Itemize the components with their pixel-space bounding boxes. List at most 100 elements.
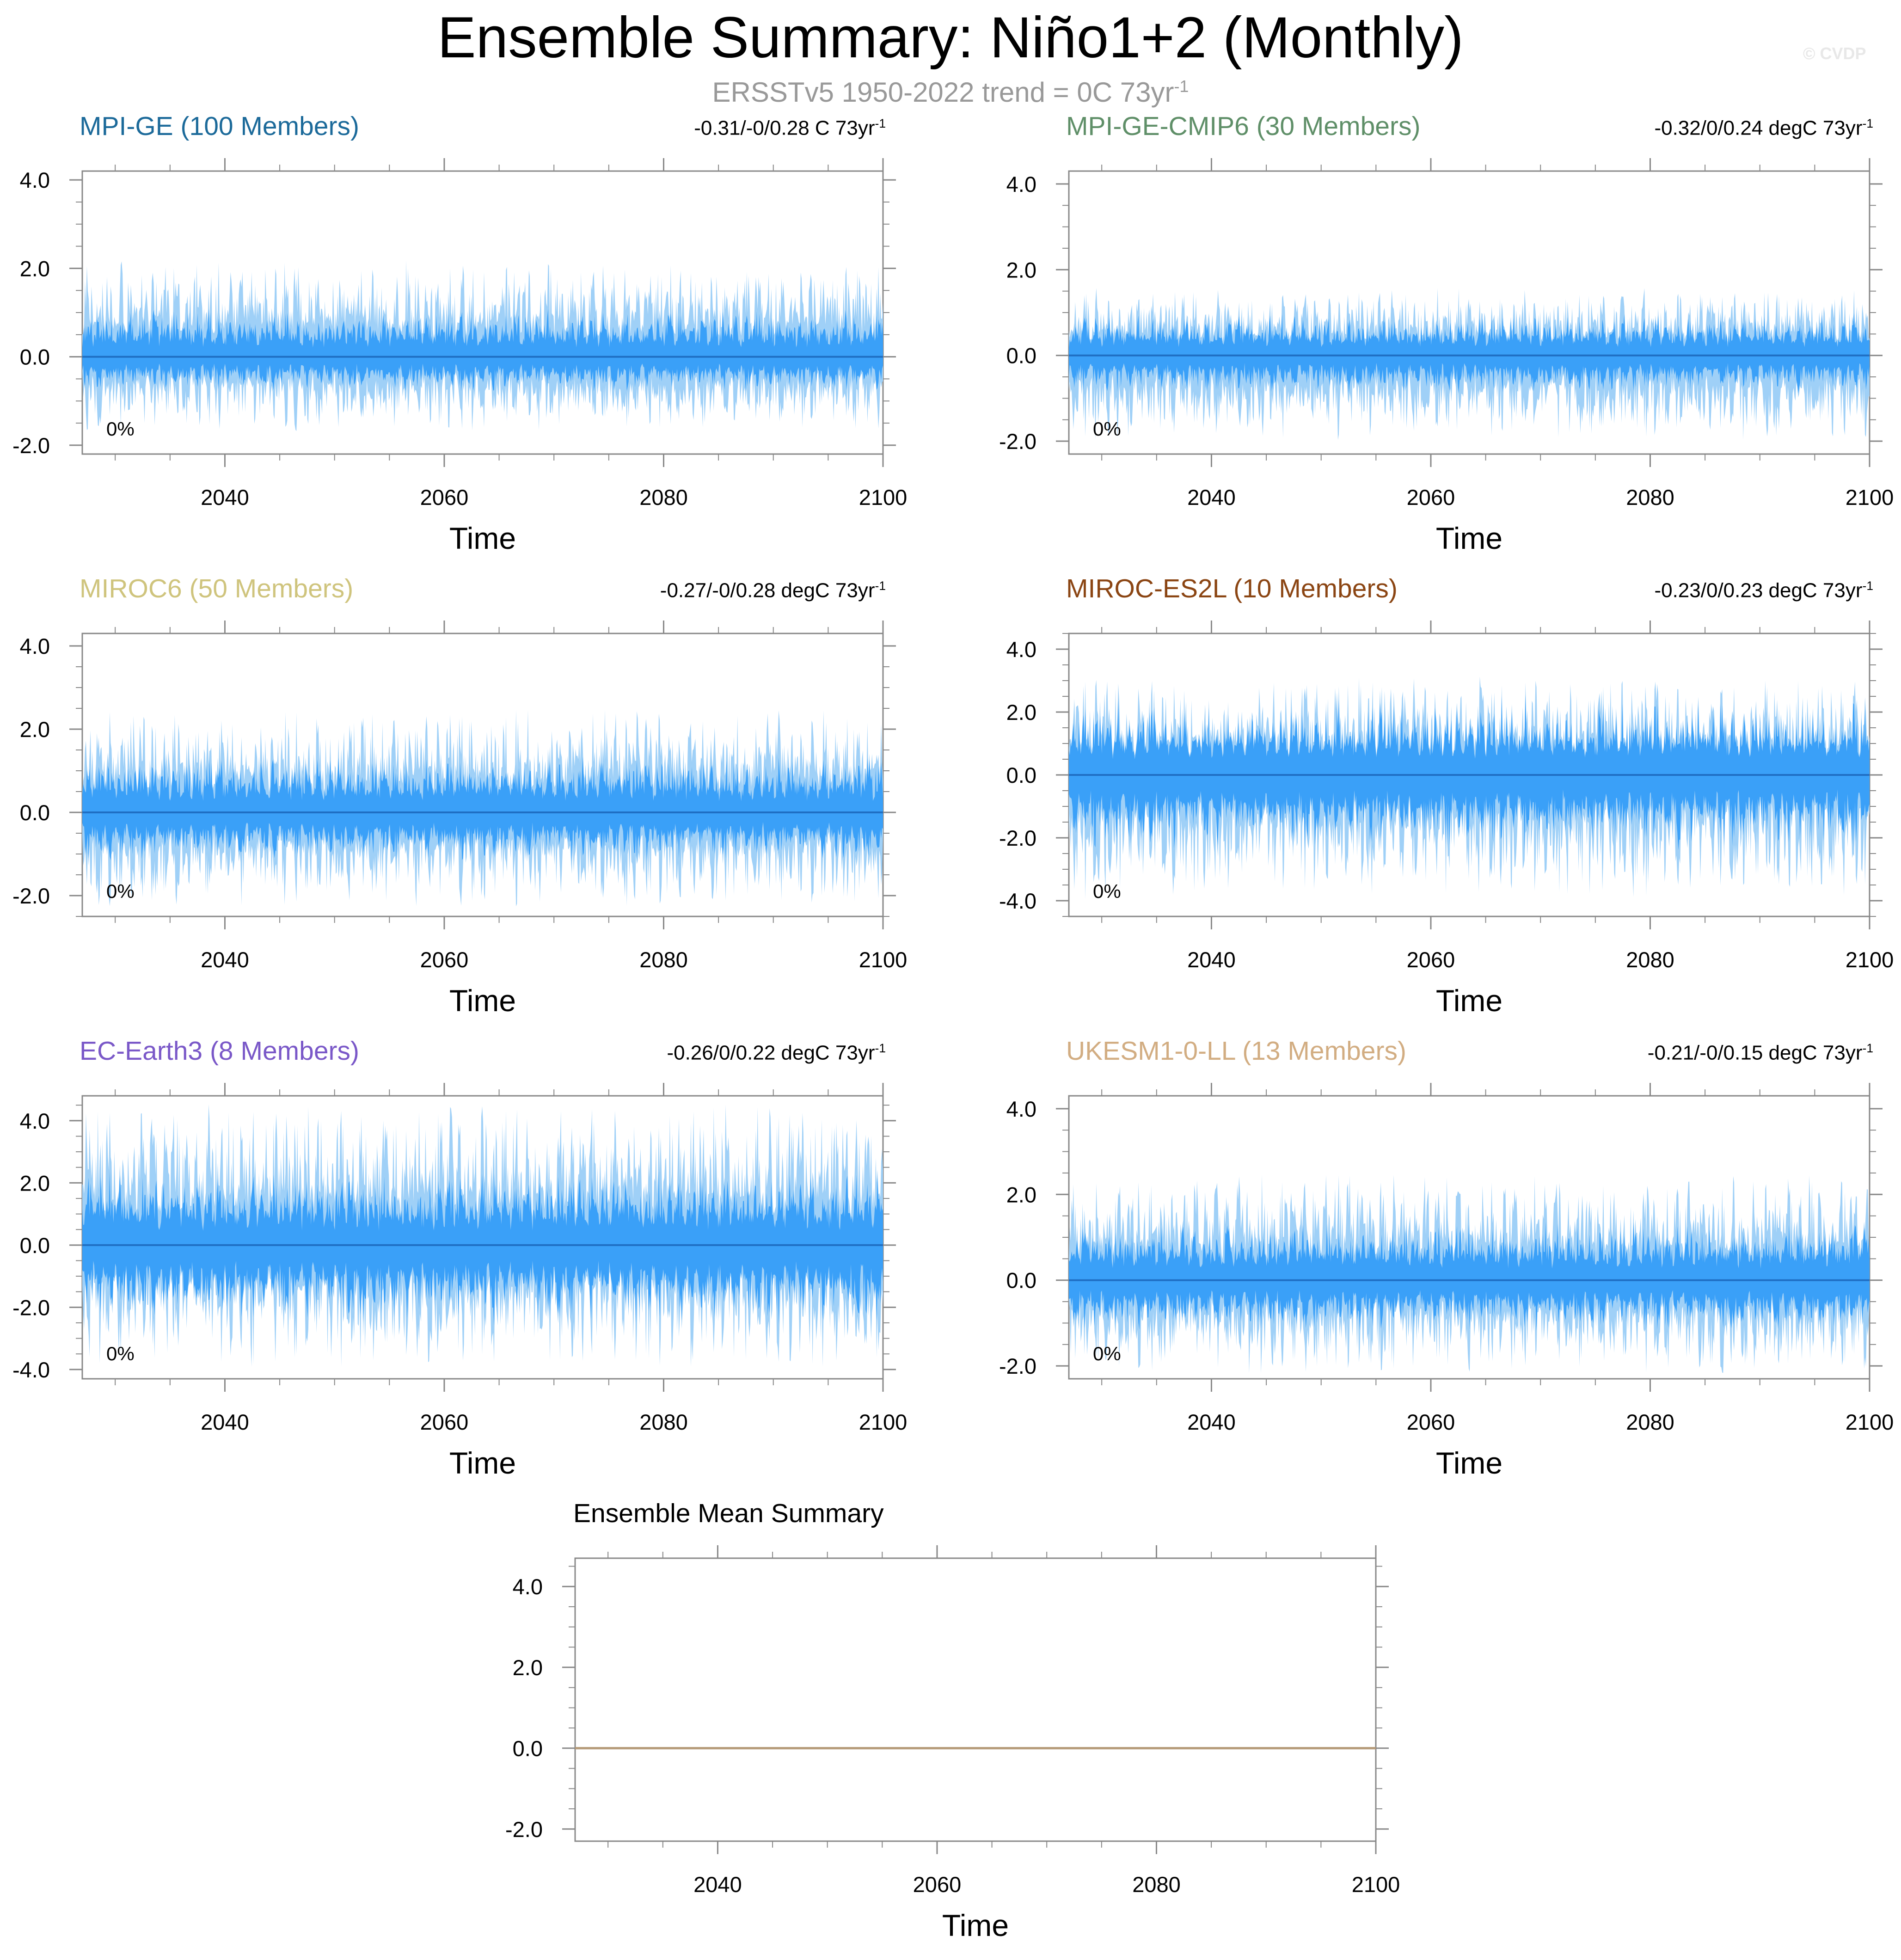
y-tick-label: 4.0	[1006, 172, 1036, 197]
y-tick-label: 2.0	[20, 717, 50, 742]
panel-miroc6: MIROC6 (50 Members) -0.27/-0/0.28 degC 7…	[0, 573, 950, 1017]
trend-label: -0.23/0/0.23 degC 73yr-1	[1654, 579, 1873, 602]
panel-title: MPI-GE-CMIP6 (30 Members)	[1066, 111, 1421, 141]
chart-mpi-ge: 0% -2.0 0.0 2.0 4.0 2040 2060 2080 2100 Time	[12, 158, 908, 555]
x-tick-label: 2100	[1846, 947, 1894, 972]
y-tick-label: 4.0	[20, 1109, 50, 1133]
x-tick-label: 2100	[1846, 1410, 1894, 1434]
trend-superscript: -1	[875, 579, 886, 593]
plot-frame	[81, 633, 884, 917]
y-tick-label: -2.0	[999, 429, 1036, 454]
panel-mpi-ge: MPI-GE (100 Members) -0.31/-0/0.28 C 73y…	[0, 111, 950, 555]
x-tick-label: 2040	[201, 1410, 249, 1434]
trend-text: -0.32/0/0.24 degC 73yr	[1654, 117, 1863, 140]
y-tick-label: 2.0	[1006, 700, 1036, 725]
subtitle-text: ERSSTv5 1950-2022 trend = 0C 73yr	[712, 77, 1174, 108]
x-axis-title: Time	[449, 521, 516, 555]
x-tick-label: 2100	[859, 947, 908, 972]
x-tick-label: 2100	[859, 1410, 908, 1434]
y-tick-label: 0.0	[20, 1233, 50, 1258]
trend-superscript: -1	[1862, 579, 1873, 593]
plot-frame	[81, 170, 884, 455]
x-tick-label: 2100	[1352, 1872, 1400, 1897]
x-axis-title: Time	[942, 1908, 1009, 1942]
x-tick-label: 2080	[1626, 485, 1674, 510]
percent-label: 0%	[106, 1343, 135, 1364]
x-tick-label: 2040	[693, 1872, 742, 1897]
y-tick-label: 2.0	[20, 256, 50, 281]
chart-miroc-es2l: 0% -4.0 -2.0 0.0 2.0 4.0 2040 2060 2080 2100 Time	[999, 621, 1894, 1017]
y-tick-label: -4.0	[12, 1358, 50, 1382]
plot-frame	[574, 1557, 1377, 1842]
panel-ec-earth3: EC-Earth3 (8 Members) -0.26/0/0.22 degC …	[0, 1036, 950, 1480]
y-tick-label: -2.0	[12, 884, 50, 908]
chart-miroc6: 0% -2.0 0.0 2.0 4.0 2040 2060 2080 2100 Time	[12, 621, 908, 1017]
y-tick-label: -2.0	[999, 1354, 1036, 1378]
ensemble-interquartile-band	[82, 309, 883, 392]
chart-ensemble-mean-summary: -2.0 0.0 2.0 4.0 2040 2060 2080 2100 Time	[505, 1545, 1400, 1942]
x-tick-label: 2080	[639, 1410, 688, 1434]
subtitle-superscript: -1	[1174, 77, 1189, 96]
x-axis-title: Time	[449, 983, 516, 1017]
panel-ensemble-mean-summary: Ensemble Mean Summary -2.0 0.0 2.0 4.0 2040 2…	[490, 1498, 1415, 1956]
y-tick-label: 0.0	[1006, 763, 1036, 787]
x-tick-label: 2100	[859, 485, 908, 510]
cvdp-watermark: © CVDP	[1803, 44, 1866, 63]
trend-label: -0.21/-0/0.15 degC 73yr-1	[1648, 1041, 1873, 1065]
x-tick-label: 2060	[1407, 1410, 1455, 1434]
panel-ukesm1-0-ll: UKESM1-0-LL (13 Members) -0.21/-0/0.15 d…	[950, 1036, 1901, 1480]
panel-title: MPI-GE (100 Members)	[80, 111, 359, 141]
x-tick-label: 2040	[201, 947, 249, 972]
trend-text: -0.23/0/0.23 degC 73yr	[1654, 579, 1863, 602]
y-tick-label: 2.0	[1006, 1182, 1036, 1207]
ensemble-interquartile-band	[1069, 313, 1870, 394]
y-tick-label: -2.0	[505, 1817, 543, 1842]
y-tick-label: 2.0	[1006, 258, 1036, 282]
panel-title: MIROC-ES2L (10 Members)	[1066, 574, 1398, 603]
y-tick-label: 2.0	[513, 1655, 543, 1680]
x-tick-label: 2060	[1407, 485, 1455, 510]
panel-mpi-ge-cmip6: MPI-GE-CMIP6 (30 Members) -0.32/0/0.24 d…	[950, 111, 1901, 555]
trend-superscript: -1	[875, 117, 886, 130]
trend-label: -0.31/-0/0.28 C 73yr-1	[694, 117, 886, 140]
panel-title: MIROC6 (50 Members)	[80, 574, 354, 603]
x-tick-label: 2080	[639, 947, 688, 972]
x-tick-label: 2080	[1132, 1872, 1181, 1897]
y-tick-label: 0.0	[1006, 344, 1036, 368]
x-tick-label: 2060	[420, 947, 469, 972]
x-axis-title: Time	[1436, 1446, 1502, 1480]
trend-text: -0.21/-0/0.15 degC 73yr	[1647, 1041, 1863, 1064]
x-tick-label: 2060	[1407, 947, 1455, 972]
percent-label: 0%	[1093, 880, 1121, 902]
y-tick-label: 4.0	[20, 634, 50, 658]
x-tick-label: 2040	[201, 485, 249, 510]
panel-title: Ensemble Mean Summary	[573, 1499, 884, 1528]
trend-label: -0.26/0/0.22 degC 73yr-1	[667, 1041, 886, 1065]
chart-ukesm1-0-ll: 0% -2.0 0.0 2.0 4.0 2040 2060 2080 2100 Time	[999, 1083, 1894, 1480]
ensemble-interquartile-band	[1069, 1221, 1870, 1331]
y-tick-label: 2.0	[20, 1171, 50, 1195]
trend-superscript: -1	[875, 1041, 886, 1055]
y-tick-label: 0.0	[513, 1736, 543, 1761]
y-tick-label: 0.0	[20, 345, 50, 369]
ensemble-interquartile-band	[82, 756, 883, 861]
y-tick-label: 4.0	[1006, 637, 1036, 662]
y-tick-label: -2.0	[999, 826, 1036, 850]
ensemble-interquartile-band	[82, 1171, 883, 1326]
panel-miroc-es2l: MIROC-ES2L (10 Members) -0.23/0/0.23 deg…	[950, 573, 1901, 1017]
x-tick-label: 2040	[1187, 1410, 1236, 1434]
y-tick-label: 4.0	[1006, 1097, 1036, 1121]
x-tick-label: 2040	[1187, 485, 1236, 510]
chart-mpi-ge-cmip6: 0% -2.0 0.0 2.0 4.0 2040 2060 2080 2100 Time	[999, 158, 1894, 555]
trend-superscript: -1	[1862, 1041, 1873, 1055]
figure-subtitle: ERSSTv5 1950-2022 trend = 0C 73yr-1	[0, 76, 1901, 108]
x-tick-label: 2080	[639, 485, 688, 510]
trend-text: -0.31/-0/0.28 C 73yr	[694, 117, 875, 140]
percent-label: 0%	[106, 418, 135, 440]
figure-title: Ensemble Summary: Niño1+2 (Monthly)	[437, 6, 1464, 70]
percent-label: 0%	[1093, 1343, 1121, 1364]
trend-label: -0.27/-0/0.28 degC 73yr-1	[660, 579, 886, 602]
x-tick-label: 2060	[420, 1410, 469, 1434]
trend-text: -0.27/-0/0.28 degC 73yr	[660, 579, 875, 602]
y-tick-label: 0.0	[20, 800, 50, 825]
